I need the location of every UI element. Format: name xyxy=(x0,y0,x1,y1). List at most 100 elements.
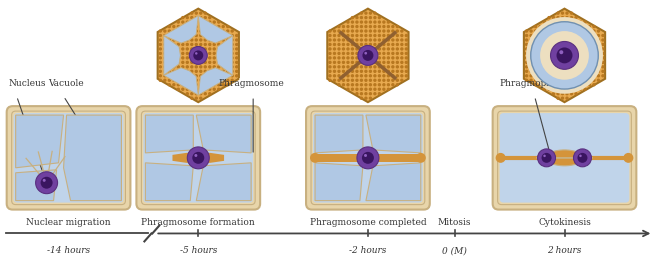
Polygon shape xyxy=(164,68,198,95)
Circle shape xyxy=(551,41,578,69)
Circle shape xyxy=(561,52,563,54)
Circle shape xyxy=(329,48,331,50)
Circle shape xyxy=(557,52,559,54)
Circle shape xyxy=(361,35,363,36)
Circle shape xyxy=(191,79,193,81)
Circle shape xyxy=(369,39,371,41)
Circle shape xyxy=(227,66,229,68)
Circle shape xyxy=(342,26,345,28)
Circle shape xyxy=(584,66,586,68)
Circle shape xyxy=(338,26,340,28)
Circle shape xyxy=(374,26,376,28)
Circle shape xyxy=(405,43,407,45)
Circle shape xyxy=(236,61,238,63)
Circle shape xyxy=(222,75,224,77)
Circle shape xyxy=(334,66,336,68)
Circle shape xyxy=(584,48,586,50)
Circle shape xyxy=(209,66,211,68)
Circle shape xyxy=(200,48,202,50)
Circle shape xyxy=(374,61,376,63)
Circle shape xyxy=(204,75,206,77)
Circle shape xyxy=(374,12,376,14)
Circle shape xyxy=(227,61,229,63)
Circle shape xyxy=(177,66,180,68)
Circle shape xyxy=(329,39,331,41)
Circle shape xyxy=(195,21,197,23)
Circle shape xyxy=(374,84,376,86)
Circle shape xyxy=(182,79,184,81)
Circle shape xyxy=(213,30,215,32)
Circle shape xyxy=(539,43,541,45)
Circle shape xyxy=(173,79,175,81)
Circle shape xyxy=(401,57,403,59)
Circle shape xyxy=(218,75,220,77)
Circle shape xyxy=(588,52,590,54)
Circle shape xyxy=(557,75,559,77)
Circle shape xyxy=(584,26,586,28)
Circle shape xyxy=(209,30,211,32)
Circle shape xyxy=(392,52,394,54)
Circle shape xyxy=(222,43,224,45)
Circle shape xyxy=(580,52,582,54)
Circle shape xyxy=(200,84,202,86)
Circle shape xyxy=(526,66,528,68)
Circle shape xyxy=(195,17,197,19)
Circle shape xyxy=(544,79,545,81)
Circle shape xyxy=(338,70,340,72)
Circle shape xyxy=(566,57,568,59)
Circle shape xyxy=(597,48,599,50)
Circle shape xyxy=(200,79,202,81)
Circle shape xyxy=(182,66,184,68)
Circle shape xyxy=(588,48,590,50)
Circle shape xyxy=(405,66,407,68)
Circle shape xyxy=(177,88,180,90)
Text: Vacuole: Vacuole xyxy=(49,79,84,88)
Circle shape xyxy=(539,35,541,36)
Circle shape xyxy=(593,84,595,86)
Circle shape xyxy=(584,61,586,63)
Circle shape xyxy=(388,66,390,68)
Circle shape xyxy=(182,61,184,63)
Circle shape xyxy=(580,43,582,45)
Circle shape xyxy=(209,35,211,36)
Circle shape xyxy=(177,26,180,28)
Circle shape xyxy=(334,39,336,41)
Circle shape xyxy=(534,39,536,41)
Circle shape xyxy=(553,79,555,81)
Circle shape xyxy=(544,21,545,23)
Circle shape xyxy=(602,35,604,36)
Circle shape xyxy=(374,43,376,45)
Circle shape xyxy=(396,61,398,63)
Circle shape xyxy=(351,52,353,54)
Circle shape xyxy=(369,84,371,86)
Polygon shape xyxy=(366,163,421,201)
Circle shape xyxy=(566,21,568,23)
Circle shape xyxy=(200,75,202,77)
Circle shape xyxy=(388,52,390,54)
Circle shape xyxy=(218,88,220,90)
Circle shape xyxy=(351,57,353,59)
Circle shape xyxy=(177,57,180,59)
Circle shape xyxy=(231,57,233,59)
Circle shape xyxy=(347,88,349,90)
Circle shape xyxy=(342,84,345,86)
Circle shape xyxy=(363,50,373,61)
Circle shape xyxy=(374,30,376,32)
Circle shape xyxy=(416,153,426,163)
Circle shape xyxy=(186,39,188,41)
Circle shape xyxy=(530,52,532,54)
Circle shape xyxy=(365,52,367,54)
Circle shape xyxy=(218,43,220,45)
Circle shape xyxy=(334,57,336,59)
Circle shape xyxy=(177,52,180,54)
Circle shape xyxy=(159,52,161,54)
Circle shape xyxy=(369,93,371,95)
Circle shape xyxy=(342,52,345,54)
Circle shape xyxy=(378,35,380,36)
Circle shape xyxy=(392,26,394,28)
Circle shape xyxy=(222,57,224,59)
Circle shape xyxy=(526,39,528,41)
Circle shape xyxy=(561,57,563,59)
Circle shape xyxy=(164,57,166,59)
Circle shape xyxy=(231,79,233,81)
